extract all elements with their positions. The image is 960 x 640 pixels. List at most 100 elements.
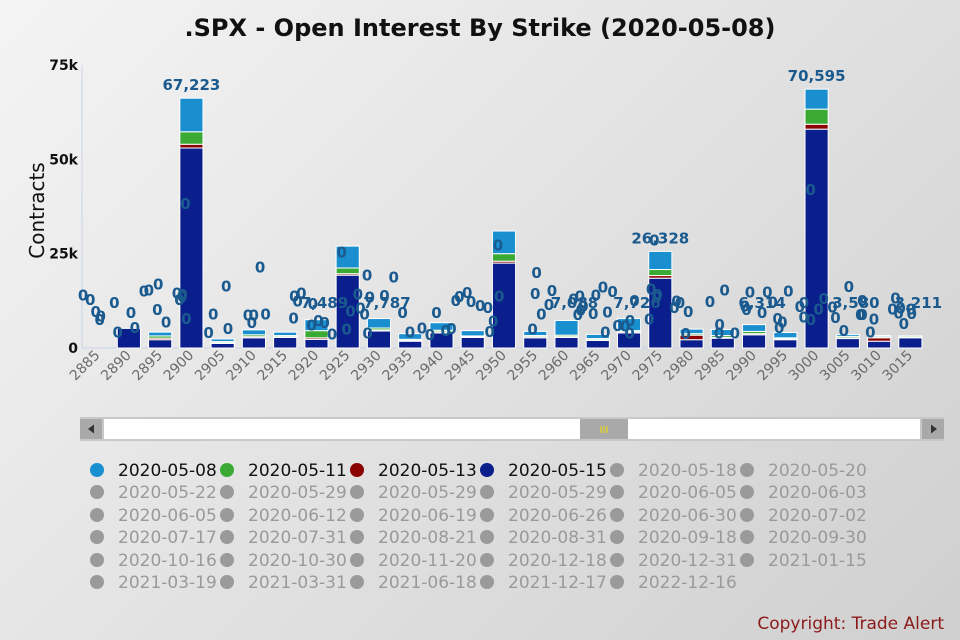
bar-segment[interactable]	[241, 329, 266, 336]
bar-segment[interactable]	[585, 333, 610, 340]
legend-item[interactable]: 2020-05-15	[480, 460, 607, 482]
bar-segment[interactable]	[804, 108, 829, 125]
bar-segment[interactable]	[554, 319, 579, 336]
navigator-scroll-handle[interactable]	[580, 419, 628, 439]
bar-segment[interactable]	[742, 324, 767, 332]
bar-segment[interactable]	[742, 334, 767, 349]
bar-segment[interactable]	[648, 269, 673, 277]
bar-segment[interactable]	[773, 332, 798, 339]
legend-item[interactable]: 2022-12-16	[610, 572, 737, 594]
legend-item[interactable]: 2020-12-18	[480, 550, 607, 572]
legend-item[interactable]: 2020-07-17	[90, 527, 217, 549]
legend-item[interactable]: 2020-05-29	[480, 482, 607, 504]
bar-segment[interactable]	[898, 335, 923, 338]
bar-segment[interactable]	[898, 337, 923, 349]
legend-marker-icon	[480, 463, 494, 477]
legend-item[interactable]: 2021-03-31	[220, 572, 347, 594]
legend-item[interactable]: 2020-09-30	[740, 527, 867, 549]
bar-segment[interactable]	[523, 330, 548, 337]
data-label-zero: 0	[762, 283, 772, 301]
bar-segment[interactable]	[773, 339, 798, 349]
legend-item[interactable]: 2020-06-03	[740, 482, 867, 504]
bar-segment[interactable]	[179, 131, 204, 145]
legend-item[interactable]: 2020-06-19	[350, 505, 477, 527]
legend-label: 2020-05-29	[248, 483, 347, 504]
bar-segment[interactable]	[554, 336, 579, 349]
x-tick-label: 2905	[192, 348, 229, 385]
legend-item[interactable]: 2020-06-12	[220, 505, 347, 527]
bar-segment[interactable]	[616, 318, 642, 332]
legend-label: 2020-12-31	[638, 550, 737, 571]
legend-marker-icon	[220, 507, 234, 522]
bar-segment[interactable]	[210, 342, 235, 349]
legend-item[interactable]: 2020-06-26	[480, 505, 607, 527]
bar-segment[interactable]	[491, 262, 517, 349]
bar-segment[interactable]	[335, 245, 360, 269]
bar-segment[interactable]	[867, 335, 892, 338]
bar-segment[interactable]	[398, 340, 423, 349]
bar-segment[interactable]	[273, 331, 298, 337]
bar-segment[interactable]	[273, 336, 298, 349]
bar-segment[interactable]	[241, 337, 266, 349]
bar-segment[interactable]	[867, 340, 892, 349]
legend-item[interactable]: 2020-09-18	[610, 527, 737, 549]
data-label-zero: 0	[296, 284, 306, 302]
bar-segment[interactable]	[116, 327, 141, 349]
legend-item[interactable]: 2020-05-22	[90, 482, 217, 504]
legend-label: 2020-06-05	[118, 505, 217, 526]
legend-item[interactable]: 2020-05-20	[740, 460, 867, 482]
navigator-window[interactable]	[104, 419, 920, 439]
legend-item[interactable]: 2020-10-30	[220, 550, 347, 572]
bar-segment[interactable]	[804, 88, 829, 110]
legend-item[interactable]: 2020-05-13	[350, 460, 477, 482]
bar-segment[interactable]	[304, 338, 329, 349]
bar-segment[interactable]	[491, 253, 517, 262]
bar-segment[interactable]	[179, 143, 204, 149]
legend-item[interactable]: 2020-10-16	[90, 550, 217, 572]
bar-segment[interactable]	[429, 322, 454, 331]
bar-segment[interactable]	[491, 230, 517, 255]
bar-segment[interactable]	[523, 337, 548, 349]
bar-segment[interactable]	[398, 333, 423, 340]
bar-segment[interactable]	[835, 333, 860, 337]
bar-segment[interactable]	[804, 123, 829, 130]
bar-segment[interactable]	[304, 319, 329, 332]
bar-segment[interactable]	[366, 318, 392, 329]
legend-item[interactable]: 2020-08-21	[350, 527, 477, 549]
data-label-zero: 0	[85, 291, 95, 309]
legend-item[interactable]: 2021-01-15	[740, 550, 867, 572]
bar-segment[interactable]	[679, 328, 704, 335]
bar-segment[interactable]	[648, 250, 673, 271]
bar-segment[interactable]	[710, 329, 735, 337]
data-label-zero: 0	[223, 320, 233, 338]
legend-item[interactable]: 2020-06-30	[610, 505, 737, 527]
legend-marker-icon	[220, 552, 234, 567]
legend-item[interactable]: 2021-03-19	[90, 572, 217, 594]
bar-segment[interactable]	[148, 339, 173, 349]
bar-segment[interactable]	[179, 97, 204, 133]
legend-item[interactable]: 2020-06-05	[610, 482, 737, 504]
legend-item[interactable]: 2020-05-08	[90, 460, 217, 482]
bar-segment[interactable]	[460, 336, 485, 349]
legend-item[interactable]: 2020-05-29	[220, 482, 347, 504]
bar-segment[interactable]	[460, 330, 485, 337]
legend-item[interactable]: 2020-05-29	[350, 482, 477, 504]
bar-segment[interactable]	[335, 267, 360, 275]
x-tick-label: 3015	[880, 348, 917, 385]
bar-segment[interactable]	[210, 338, 235, 343]
legend-item[interactable]: 2020-11-20	[350, 550, 477, 572]
legend-item[interactable]: 2020-06-05	[90, 505, 217, 527]
legend-label: 2020-05-20	[768, 461, 867, 481]
legend-item[interactable]: 2020-12-31	[610, 550, 737, 572]
legend-item[interactable]: 2020-05-11	[220, 460, 347, 482]
x-tick-label: 2980	[661, 348, 698, 385]
data-label-zero: 0	[719, 281, 729, 299]
legend-item[interactable]: 2021-12-17	[480, 572, 607, 594]
legend-item[interactable]: 2020-08-31	[480, 527, 607, 549]
legend-item[interactable]: 2020-07-31	[220, 527, 347, 549]
range-navigator[interactable]: III	[80, 417, 944, 441]
legend-item[interactable]: 2021-06-18	[350, 572, 477, 594]
legend-item[interactable]: 2020-07-02	[740, 505, 867, 527]
legend-item[interactable]: 2020-05-18	[610, 460, 737, 482]
bar-segment[interactable]	[148, 331, 173, 337]
